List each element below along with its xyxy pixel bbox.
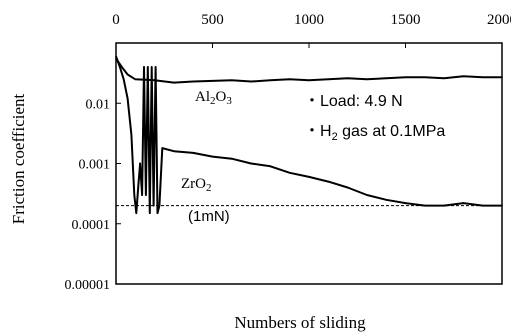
data-point-zro2: [156, 212, 159, 214]
reference-line-label: (1mN): [188, 208, 230, 225]
data-point-al2o3: [462, 75, 465, 78]
data-point-al2o3: [269, 79, 272, 82]
data-point-zro2: [211, 155, 214, 158]
data-point-zro2: [150, 66, 153, 68]
data-point-zro2: [424, 204, 426, 207]
data-point-zro2: [385, 199, 388, 201]
data-point-zro2: [130, 134, 133, 136]
data-point-zro2: [141, 194, 143, 196]
x-axis-label: Numbers of sliding: [234, 313, 366, 332]
data-point-al2o3: [424, 76, 426, 79]
data-point-al2o3: [231, 79, 233, 82]
data-point-zro2: [366, 194, 368, 196]
data-point-zro2: [404, 202, 407, 204]
data-point-zro2: [149, 212, 151, 214]
data-point-zro2: [173, 150, 175, 152]
x-tick-label: 1000: [294, 12, 324, 28]
data-point-al2o3: [385, 77, 388, 79]
y-axis-ticks: 0.00001 0.0001 0.001 0.01: [65, 97, 121, 293]
data-point-al2o3: [192, 80, 194, 83]
series-line-al2o3: [115, 58, 502, 84]
data-point-al2o3: [346, 77, 349, 79]
data-point-al2o3: [481, 76, 484, 79]
condition-gas: ・H2 gas at 0.1MPa: [304, 123, 445, 143]
data-point-zro2: [137, 186, 139, 189]
series-line-zro2: [115, 56, 502, 215]
al2o3-series-label: Al2O3: [195, 89, 232, 107]
data-point-al2o3: [443, 77, 445, 79]
data-point-zro2: [133, 194, 136, 196]
data-point-zro2: [462, 202, 465, 204]
data-point-al2o3: [366, 78, 368, 81]
data-point-al2o3: [404, 76, 407, 79]
data-point-zro2: [145, 194, 147, 196]
data-point-zro2: [192, 152, 194, 154]
data-point-al2o3: [211, 80, 214, 82]
y-tick-label: 0.00001: [65, 278, 111, 293]
data-point-zro2: [269, 165, 272, 168]
data-point-al2o3: [126, 73, 129, 76]
y-axis-label: Friction coefficient: [9, 94, 28, 225]
data-point-zro2: [308, 176, 310, 178]
data-point-zro2: [135, 212, 138, 214]
data-point-al2o3: [327, 78, 330, 81]
data-point-zro2: [327, 180, 330, 183]
data-point-zro2: [154, 66, 157, 68]
data-point-zro2: [346, 186, 349, 189]
data-point-al2o3: [288, 78, 291, 81]
x-tick-label: 500: [201, 12, 224, 28]
data-point-al2o3: [121, 66, 123, 68]
data-point-zro2: [139, 162, 141, 165]
data-point-zro2: [122, 78, 125, 81]
data-point-zro2: [288, 172, 291, 174]
data-point-zro2: [147, 66, 149, 68]
data-point-al2o3: [173, 81, 175, 84]
y-tick-label: 0.001: [79, 158, 111, 173]
condition-load: ・Load: 4.9 N: [304, 93, 403, 110]
data-point-zro2: [126, 97, 129, 100]
data-point-zro2: [143, 66, 145, 68]
data-point-al2o3: [308, 79, 310, 82]
zro2-series-label: ZrO2: [181, 176, 212, 194]
x-tick-label: 1500: [391, 12, 421, 28]
data-point-al2o3: [134, 78, 137, 81]
plot-area-frame: [115, 42, 503, 285]
y-tick-label: 0.0001: [72, 218, 111, 233]
data-point-zro2: [161, 147, 164, 149]
data-point-al2o3: [250, 80, 252, 83]
data-point-zro2: [250, 162, 252, 165]
y-tick-label: 0.01: [86, 97, 111, 112]
data-point-zro2: [231, 157, 233, 160]
data-point-zro2: [119, 66, 121, 68]
x-tick-label: 0: [112, 12, 120, 28]
